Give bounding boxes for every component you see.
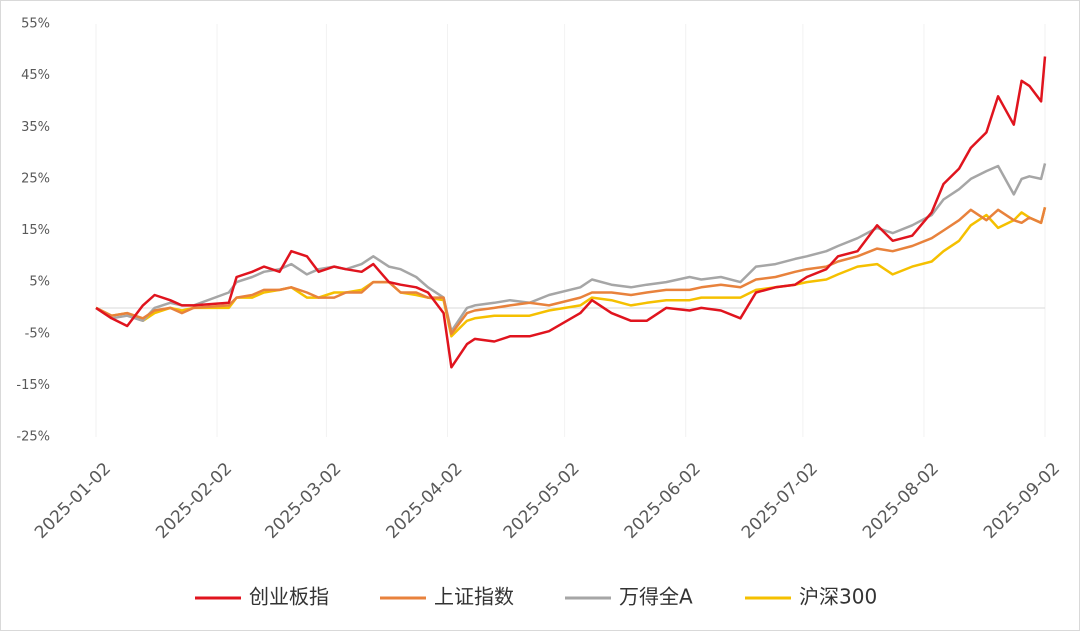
y-tick-label: -15% xyxy=(16,378,50,393)
y-tick-label: 15% xyxy=(21,223,50,238)
legend-label: 万得全A xyxy=(619,585,693,609)
y-tick-label: 45% xyxy=(21,68,50,83)
y-tick-label: 5% xyxy=(29,275,50,290)
y-tick-label: -25% xyxy=(16,430,50,445)
y-tick-label: 25% xyxy=(21,171,50,186)
legend-label: 沪深300 xyxy=(799,585,877,609)
series-line xyxy=(95,206,1047,338)
series-line xyxy=(95,206,1047,336)
y-tick-label: 35% xyxy=(21,120,50,135)
y-tick-label: 55% xyxy=(21,17,50,32)
legend-label: 创业板指 xyxy=(249,585,329,609)
y-tick-label: -5% xyxy=(25,326,50,341)
series-line xyxy=(95,56,1047,369)
legend-label: 上证指数 xyxy=(434,585,514,609)
